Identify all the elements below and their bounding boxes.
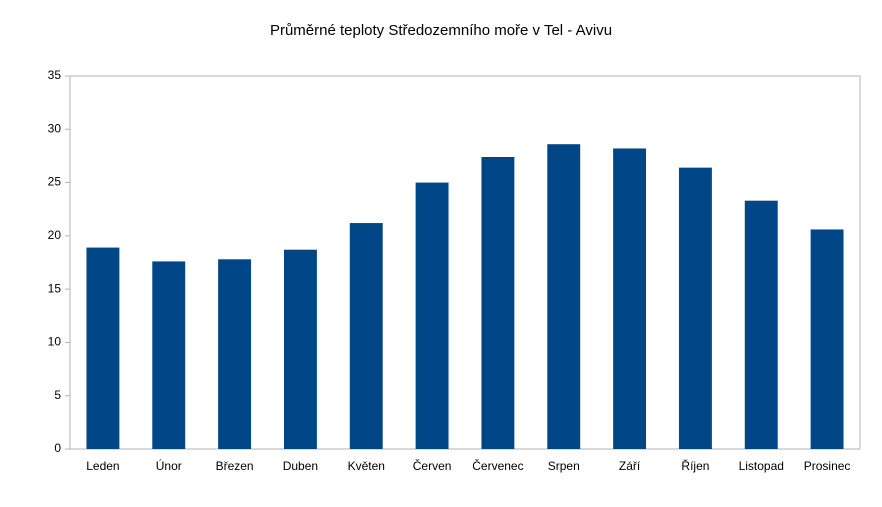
x-tick-label: Září (619, 459, 641, 473)
x-tick-label: Červenec (472, 458, 523, 473)
bar (349, 223, 383, 449)
plot-area (69, 75, 861, 450)
bar (744, 200, 778, 449)
bar (547, 144, 581, 449)
x-tick-label: Květen (348, 459, 385, 473)
x-tick-label: Únor (156, 458, 182, 473)
bar (613, 148, 647, 449)
x-tick-label: Červen (413, 458, 452, 473)
y-tick-label: 5 (54, 388, 61, 402)
chart-title: Průměrné teploty Středozemního moře v Te… (270, 22, 612, 39)
x-tick-label: Prosinec (804, 459, 851, 473)
x-tick-label: Srpen (548, 459, 580, 473)
x-tick-label: Říjen (681, 458, 709, 473)
y-tick-label: 0 (54, 441, 61, 455)
y-tick-label: 25 (48, 175, 62, 189)
y-tick-label: 10 (48, 335, 62, 349)
bar (218, 259, 252, 449)
bar (86, 247, 120, 449)
x-tick-label: Březen (216, 459, 254, 473)
bar (481, 156, 515, 449)
bar (810, 229, 844, 449)
y-tick-label: 30 (48, 121, 62, 135)
y-tick-label: 15 (48, 281, 62, 295)
bar (415, 182, 449, 450)
x-tick-label: Listopad (739, 459, 784, 473)
bar (283, 249, 317, 449)
bar (152, 261, 186, 449)
bar (678, 167, 712, 449)
x-tick-label: Duben (283, 459, 318, 473)
y-tick-label: 35 (48, 68, 62, 82)
y-tick-label: 20 (48, 228, 62, 242)
x-tick-label: Leden (86, 459, 119, 473)
